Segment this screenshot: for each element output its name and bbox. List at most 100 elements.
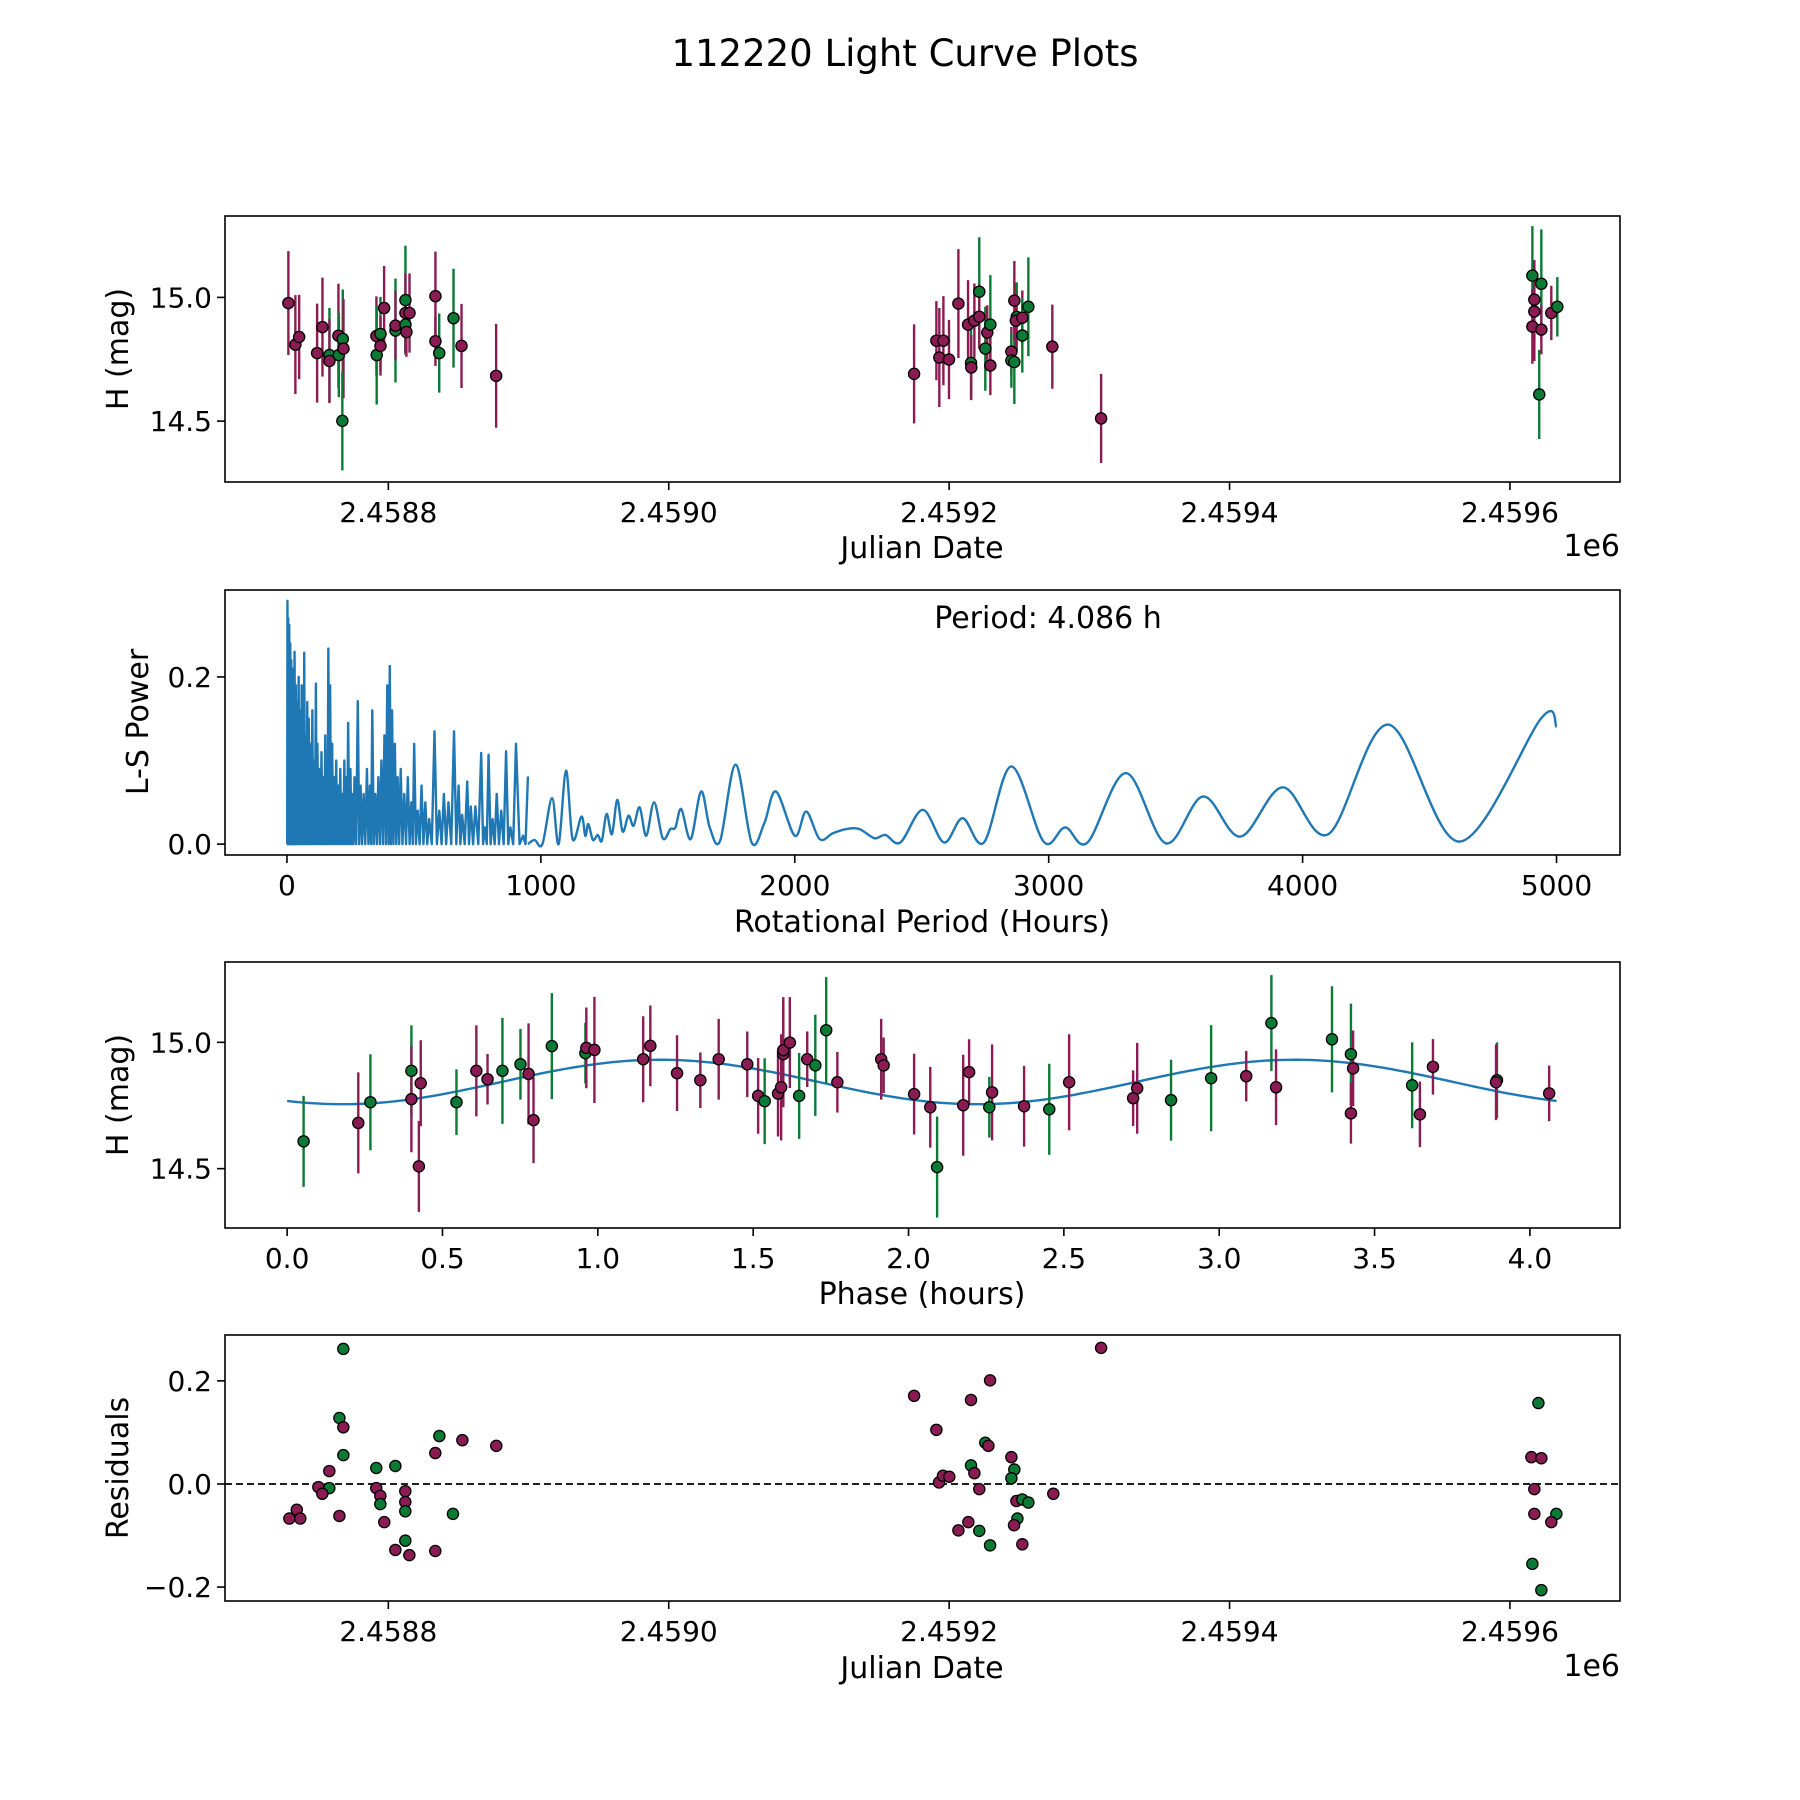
- data-point: [670, 1066, 684, 1080]
- data-point: [1008, 294, 1021, 307]
- data-point: [1047, 1487, 1060, 1501]
- periodogram-dense-line: [286, 599, 530, 846]
- data-point: [1007, 1518, 1021, 1532]
- residuals-xtick-label: 2.4594: [1181, 1615, 1279, 1648]
- data-point: [414, 1077, 427, 1090]
- lightcurve-xlabel: Julian Date: [838, 531, 1003, 566]
- data-point: [973, 310, 986, 323]
- data-point: [1426, 1060, 1440, 1074]
- data-point: [1535, 277, 1548, 291]
- data-point: [774, 1081, 788, 1094]
- data-point: [962, 1065, 976, 1079]
- data-point: [1535, 1583, 1548, 1597]
- data-point: [644, 1039, 657, 1053]
- lightcurve-ylabel: H (mag): [101, 288, 136, 410]
- phased-ytick-label: 14.5: [150, 1153, 212, 1186]
- residuals-axes-frame: [224, 1334, 1621, 1602]
- phased-xtick-label: 0.5: [420, 1242, 465, 1275]
- data-point: [1344, 1107, 1358, 1120]
- periodogram-ylabel: L-S Power: [121, 648, 156, 795]
- data-point: [294, 1512, 307, 1525]
- data-point: [983, 1539, 997, 1552]
- residuals-xtick-label: 2.4592: [900, 1615, 998, 1648]
- phased-ylabel: H (mag): [101, 1034, 136, 1156]
- data-point: [545, 1039, 559, 1053]
- data-point: [316, 1487, 329, 1501]
- data-point: [809, 1059, 822, 1072]
- data-point: [323, 354, 336, 368]
- residuals-xtick-label: 2.4588: [339, 1615, 437, 1648]
- residuals-plot-area: [225, 1341, 1620, 1597]
- data-point: [1062, 1075, 1076, 1089]
- periodogram-xtick-label: 0: [278, 869, 296, 902]
- periodogram-xlabel: Rotational Period (Hours): [734, 905, 1110, 940]
- data-point: [447, 311, 460, 325]
- phased-xtick-label: 1.0: [576, 1242, 621, 1275]
- model-fit-curve: [287, 1058, 1557, 1106]
- data-point: [429, 1544, 442, 1558]
- data-point: [1528, 305, 1541, 318]
- residuals-ytick-label: −0.2: [144, 1571, 212, 1604]
- data-point: [1526, 1557, 1539, 1571]
- residuals-xlabel: Julian Date: [838, 1651, 1003, 1686]
- data-point: [377, 301, 391, 315]
- data-point: [336, 414, 349, 428]
- data-point: [758, 1094, 771, 1108]
- data-point: [283, 1512, 296, 1525]
- data-point: [1405, 1079, 1419, 1092]
- data-point: [1022, 300, 1035, 314]
- data-point: [907, 367, 921, 381]
- data-point: [1489, 1075, 1503, 1089]
- data-point: [456, 1433, 469, 1447]
- data-point: [337, 1448, 350, 1462]
- data-point: [973, 1524, 986, 1538]
- lightcurve-offset-label: 1e6: [1563, 529, 1620, 564]
- periodogram-ytick-label: 0.2: [167, 661, 212, 694]
- data-point: [930, 1423, 943, 1437]
- periodogram-line: [527, 709, 1558, 848]
- data-point: [1526, 269, 1539, 282]
- data-point: [943, 1470, 956, 1484]
- data-point: [588, 1043, 601, 1057]
- data-point: [429, 1446, 442, 1460]
- data-point: [937, 334, 950, 347]
- data-point: [973, 1482, 986, 1496]
- data-point: [405, 1092, 418, 1106]
- lightcurve-panel: Julian Date 1e6 H (mag) 2.4588 2.4590 2.45…: [101, 215, 1621, 566]
- lightcurve-xtick-label: 2.4596: [1461, 496, 1559, 529]
- phased-xtick-label: 0.0: [265, 1242, 310, 1275]
- data-point: [907, 1389, 921, 1403]
- data-point: [831, 1075, 844, 1089]
- data-point: [450, 1095, 463, 1109]
- residuals-offset-label: 1e6: [1563, 1649, 1620, 1684]
- phased-plot-area: [287, 975, 1557, 1218]
- data-point: [429, 289, 442, 303]
- periodogram-xtick-label: 2000: [759, 869, 830, 902]
- data-point: [983, 1374, 997, 1387]
- data-point: [527, 1113, 540, 1127]
- figure-title: 112220 Light Curve Plots: [671, 32, 1138, 75]
- data-point: [433, 1429, 446, 1443]
- data-point: [374, 1497, 387, 1511]
- data-point: [1545, 1515, 1558, 1529]
- data-point: [983, 1101, 996, 1114]
- data-point: [1269, 1081, 1283, 1094]
- periodogram-panel: Rotational Period (Hours) L-S Power Peri…: [121, 589, 1621, 940]
- data-point: [741, 1058, 754, 1071]
- data-point: [333, 1509, 346, 1523]
- data-point: [1016, 311, 1029, 324]
- data-point: [297, 1135, 310, 1148]
- data-point: [374, 339, 387, 353]
- data-point: [292, 330, 306, 344]
- data-point: [1551, 300, 1564, 314]
- data-point: [429, 334, 442, 348]
- phased-ytick-label: 15.0: [150, 1026, 212, 1059]
- data-point: [1005, 1472, 1018, 1485]
- lightcurve-axes-frame: [224, 215, 1621, 483]
- data-point: [819, 1023, 833, 1037]
- data-point: [337, 1421, 350, 1434]
- data-point: [1265, 1016, 1278, 1030]
- data-point: [490, 1439, 503, 1453]
- data-point: [984, 318, 997, 331]
